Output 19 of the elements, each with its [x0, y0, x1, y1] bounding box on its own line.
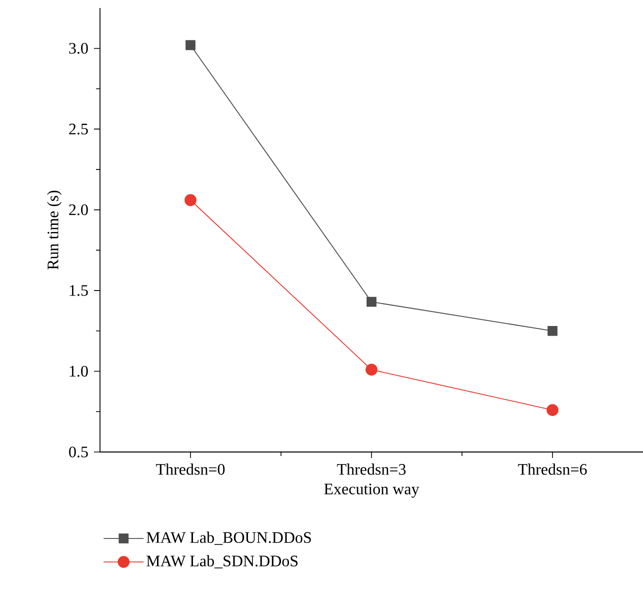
- point: [366, 364, 378, 376]
- point: [184, 194, 196, 206]
- y-tick-label: 1.0: [70, 366, 88, 377]
- y-tick-label: 3.0: [69, 42, 88, 54]
- legend-label: MAW Lab_SDN.DDoS: [146, 555, 298, 568]
- y-tick-label: 2.0: [69, 204, 88, 216]
- x-tick-label: Thredsn=3: [337, 464, 406, 475]
- y-tick-label: 0.5: [69, 446, 88, 458]
- y-tick-label: 1.5: [70, 285, 88, 296]
- point: [546, 404, 558, 416]
- y-tick-label: 2.5: [69, 124, 88, 134]
- legend-label: MAW Lab_BOUN.DDoS: [146, 532, 311, 545]
- x-tick-label: Thredsn=6: [518, 464, 587, 475]
- y-axis-title: Run time (s): [47, 190, 62, 270]
- point: [186, 40, 196, 50]
- x-tick-label: Thredsn=0: [156, 464, 225, 475]
- x-axis-title: Execution way: [324, 484, 420, 498]
- point: [366, 296, 376, 307]
- point: [548, 326, 558, 336]
